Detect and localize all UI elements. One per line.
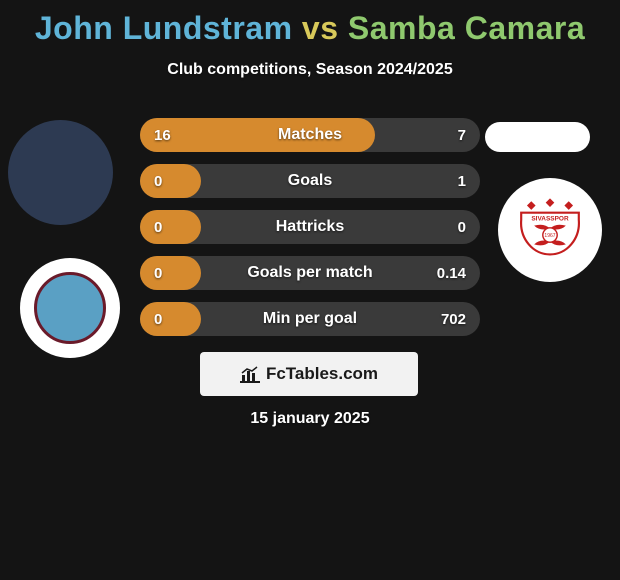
- chart-icon: [240, 365, 260, 383]
- sivasspor-year: 1967: [544, 233, 555, 239]
- player2-club-logo: SIVASSPOR 1967: [498, 178, 602, 282]
- stat-label: Goals per match: [140, 264, 480, 282]
- stat-right-value: 7: [458, 127, 466, 144]
- trabzonspor-logo-icon: [34, 272, 106, 344]
- watermark-text: FcTables.com: [266, 364, 378, 384]
- stat-row: 0Goals1: [140, 164, 480, 198]
- stat-label: Goals: [140, 172, 480, 190]
- stat-label: Min per goal: [140, 310, 480, 328]
- comparison-card: John Lundstram vs Samba Camara Club comp…: [0, 0, 620, 580]
- stat-right-value: 702: [441, 311, 466, 328]
- player2-name: Samba Camara: [348, 10, 585, 46]
- player1-name: John Lundstram: [35, 10, 293, 46]
- stat-right-value: 0.14: [437, 265, 466, 282]
- sivasspor-logo-icon: SIVASSPOR 1967: [514, 194, 586, 266]
- stat-right-value: 1: [458, 173, 466, 190]
- player1-avatar: [8, 120, 113, 225]
- stat-row: 0Goals per match0.14: [140, 256, 480, 290]
- stat-row: 0Min per goal702: [140, 302, 480, 336]
- stat-label: Hattricks: [140, 218, 480, 236]
- stat-label: Matches: [140, 126, 480, 144]
- watermark: FcTables.com: [200, 352, 418, 396]
- date-text: 15 january 2025: [0, 410, 620, 428]
- stat-row: 16Matches7: [140, 118, 480, 152]
- subtitle: Club competitions, Season 2024/2025: [0, 61, 620, 79]
- page-title: John Lundstram vs Samba Camara: [0, 0, 620, 47]
- stat-right-value: 0: [458, 219, 466, 236]
- stat-row: 0Hattricks0: [140, 210, 480, 244]
- stat-bars: 16Matches70Goals10Hattricks00Goals per m…: [140, 118, 480, 348]
- sivasspor-text: SIVASSPOR: [531, 216, 569, 223]
- player1-club-logo: [20, 258, 120, 358]
- player2-avatar: [485, 122, 590, 152]
- vs-text: vs: [302, 10, 339, 46]
